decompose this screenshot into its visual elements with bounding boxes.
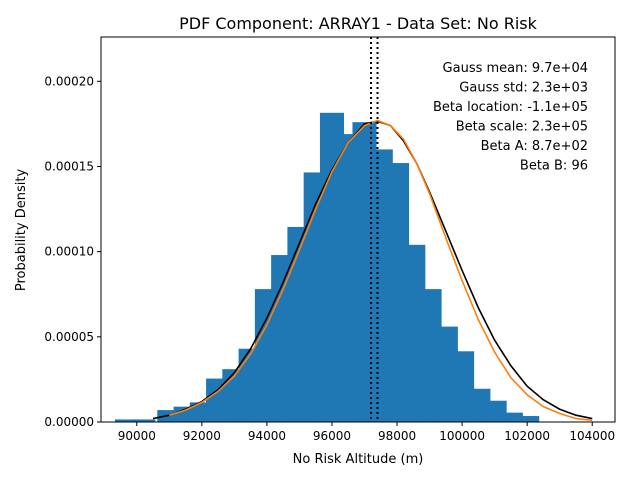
plot-area: 90000 92000 94000 96000 98000 100000 102000 104…	[44, 36, 616, 443]
x-tick-label: 96000	[313, 429, 351, 443]
annotation-line: Gauss std: 2.3e+03	[459, 81, 588, 96]
y-axis-label: Probability Density	[14, 169, 29, 292]
annotation-line: Beta A: 8.7e+02	[481, 139, 588, 154]
y-tick-label: 0.00000	[44, 415, 94, 429]
x-tick-label: 94000	[248, 429, 286, 443]
histogram-bar	[498, 412, 523, 422]
x-tick-label: 104000	[569, 429, 615, 443]
x-axis-label: No Risk Altitude (m)	[293, 452, 424, 467]
annotation-line: Beta location: -1.1e+05	[433, 100, 588, 115]
x-tick-label: 90000	[118, 429, 156, 443]
annotation-line: Beta scale: 2.3e+05	[456, 120, 588, 135]
curve-beta	[169, 119, 593, 422]
y-tick-label: 0.00010	[44, 245, 94, 259]
chart-title: PDF Component: ARRAY1 - Data Set: No Ris…	[179, 14, 538, 33]
annotation-line: Beta B: 96	[520, 159, 588, 174]
axes-frame	[100, 36, 616, 423]
y-tick-label: 0.00020	[44, 74, 94, 88]
histogram-bar	[131, 419, 156, 422]
x-tick-label: 100000	[439, 429, 485, 443]
y-tick-label: 0.00015	[44, 159, 94, 173]
histogram-bar	[114, 419, 140, 422]
curve-gauss	[152, 120, 593, 420]
x-tick-label: 92000	[183, 429, 221, 443]
histogram-bar	[157, 410, 182, 422]
annotation-box: Gauss mean: 9.7e+04 Gauss std: 2.3e+03 Bet…	[433, 61, 588, 174]
y-tick-label: 0.00005	[44, 330, 94, 344]
x-tick-label: 102000	[504, 429, 550, 443]
annotation-line: Gauss mean: 9.7e+04	[443, 61, 588, 76]
histogram-bar	[515, 416, 540, 422]
x-tick-label: 98000	[378, 429, 416, 443]
